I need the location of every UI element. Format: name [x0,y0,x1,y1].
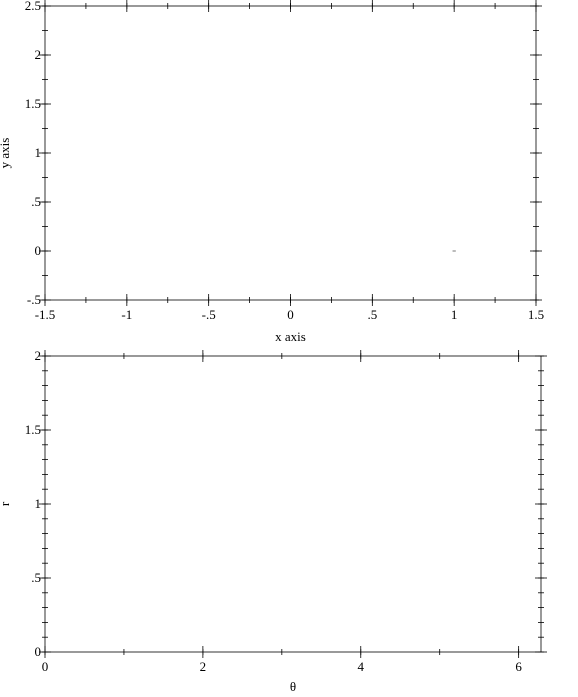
chart1-x-tick-label: 1.5 [528,307,544,322]
chart2-y-tick-label: 2 [35,348,42,363]
chart1-y-tick-label: 2 [35,47,42,62]
chart1-x-tick-label: 1 [451,307,458,322]
chart1-y-tick-label: 2.5 [25,0,41,13]
chart1-y-tick-label: 0 [35,243,42,258]
chart2-y-axis-label: r [0,501,12,506]
chart1-x-tick-label: -.5 [202,307,216,322]
chart1-y-tick-label: 1 [35,145,42,160]
chart1-y-axis-label: y axis [0,138,12,169]
chart1-y-tick-label: 1.5 [25,96,41,111]
chart2-y-tick-label: 1 [35,496,42,511]
chart1-x-tick-label: -1 [121,307,132,322]
chart2-x-tick-label: 2 [200,659,207,674]
chart2-x-tick-label: 6 [515,659,522,674]
chart2-x-tick-label: 0 [42,659,49,674]
chart2-y-tick-label: 0 [35,644,42,659]
chart1-x-tick-label: .5 [367,307,377,322]
chart2-x-axis-label: θ [290,679,296,694]
chart1-x-tick-label: 0 [287,307,294,322]
chart1-y-tick-label: -.5 [27,292,41,307]
chart1-plot-frame [44,5,537,301]
chart2-x-tick-label: 4 [358,659,365,674]
chart2-y-tick-label: 1.5 [25,422,41,437]
chart1-x-tick-label: -1.5 [35,307,56,322]
chart1-y-tick-label: .5 [31,194,41,209]
chart2-y-tick-label: .5 [31,570,41,585]
chart1-x-axis-label: x axis [275,329,306,344]
chart2-plot-frame [44,355,542,653]
